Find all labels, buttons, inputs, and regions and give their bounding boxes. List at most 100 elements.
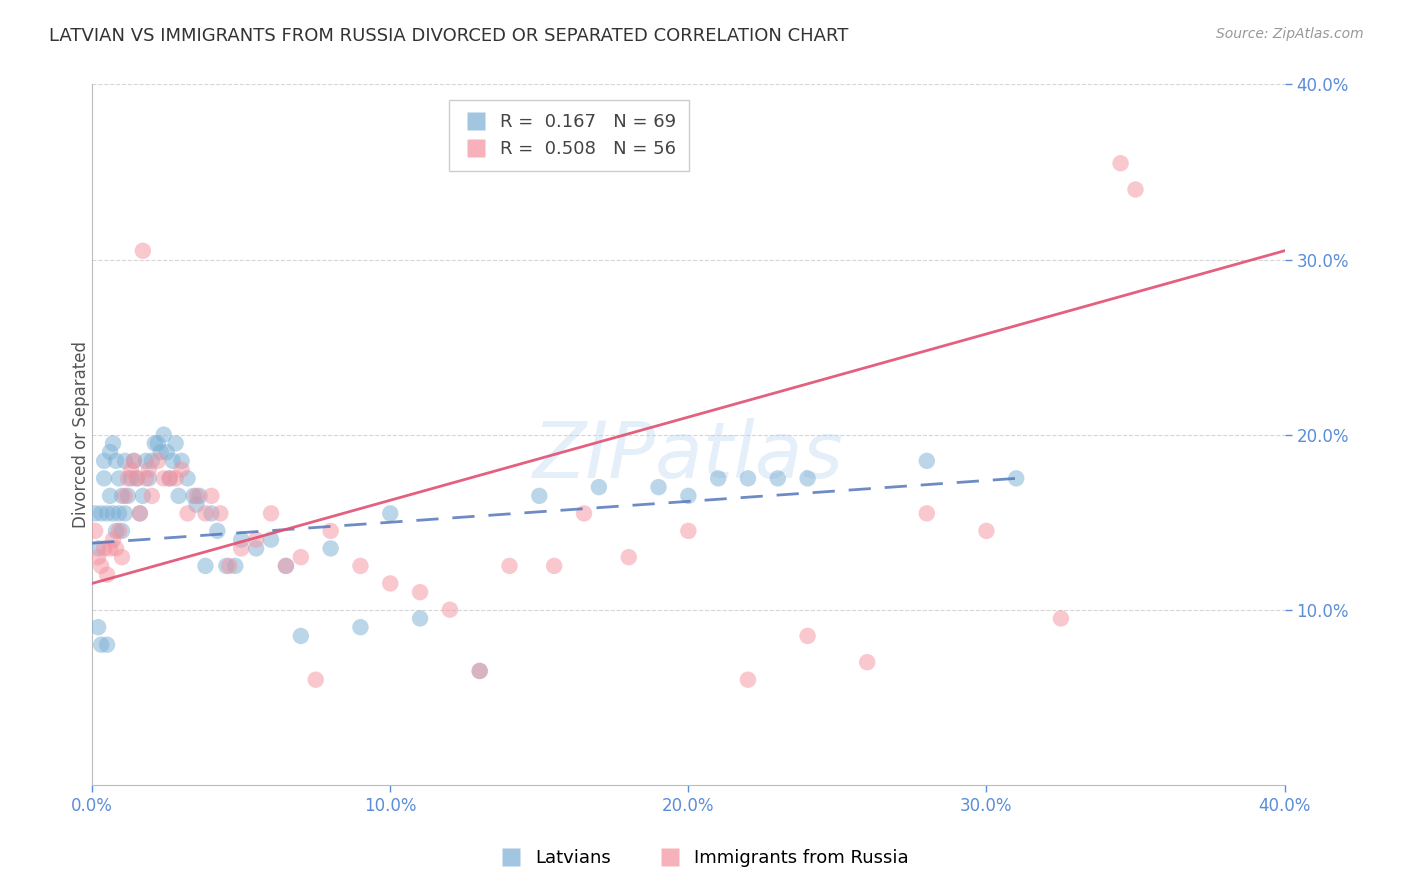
Point [617,550,640,565]
Point [183,489,205,503]
Point [105,524,128,538]
Point [207,524,229,538]
Legend: R =  0.167   N = 69, R =  0.508   N = 56: R = 0.167 N = 69, R = 0.508 N = 56 [450,101,689,170]
Point [122,454,145,468]
Point [290,550,312,565]
Point [224,558,246,573]
Point [766,471,789,485]
Point [90,558,112,573]
Point [1109,156,1132,170]
Point [915,454,938,468]
Point [98,541,121,556]
Point [159,471,181,485]
Point [186,498,208,512]
Legend: Latvians, Immigrants from Russia: Latvians, Immigrants from Russia [491,842,915,874]
Point [231,541,253,556]
Point [468,664,491,678]
Point [84,507,107,521]
Point [128,507,150,521]
Point [96,507,118,521]
Point [498,558,520,573]
Point [156,445,179,459]
Point [111,524,134,538]
Point [101,533,124,547]
Point [188,489,211,503]
Point [117,471,139,485]
Point [305,673,328,687]
Point [87,620,110,634]
Point [108,471,131,485]
Point [93,541,115,556]
Point [274,558,297,573]
Point [209,507,232,521]
Point [149,445,172,459]
Point [138,462,160,476]
Point [319,524,342,538]
Point [143,436,166,450]
Point [111,489,134,503]
Point [141,454,163,468]
Point [1005,471,1028,485]
Point [108,524,131,538]
Point [105,454,128,468]
Point [200,489,222,503]
Point [98,489,121,503]
Point [737,673,759,687]
Point [260,533,283,547]
Point [93,454,115,468]
Point [737,471,759,485]
Point [165,436,187,450]
Point [120,471,142,485]
Point [114,454,136,468]
Point [162,454,184,468]
Point [678,489,700,503]
Point [108,507,131,521]
Point [105,541,128,556]
Point [218,558,240,573]
Point [132,489,155,503]
Point [200,507,222,521]
Point [93,471,115,485]
Point [101,436,124,450]
Point [170,454,193,468]
Point [120,462,142,476]
Point [84,524,107,538]
Point [915,507,938,521]
Point [135,454,157,468]
Text: ZIPatlas: ZIPatlas [533,417,844,493]
Point [101,507,124,521]
Point [114,489,136,503]
Point [90,507,112,521]
Point [380,507,402,521]
Point [125,471,148,485]
Point [186,489,208,503]
Point [231,533,253,547]
Point [380,576,402,591]
Point [796,629,818,643]
Point [976,524,998,538]
Point [152,471,174,485]
Point [409,611,432,625]
Point [678,524,700,538]
Point [146,436,169,450]
Point [87,550,110,565]
Point [319,541,342,556]
Point [290,629,312,643]
Point [260,507,283,521]
Point [796,471,818,485]
Point [1125,182,1147,196]
Point [138,471,160,485]
Point [114,507,136,521]
Point [468,664,491,678]
Point [543,558,565,573]
Point [128,507,150,521]
Point [572,507,595,521]
Text: LATVIAN VS IMMIGRANTS FROM RUSSIA DIVORCED OR SEPARATED CORRELATION CHART: LATVIAN VS IMMIGRANTS FROM RUSSIA DIVORC… [49,27,849,45]
Point [152,427,174,442]
Y-axis label: Divorced or Separated: Divorced or Separated [72,341,90,528]
Point [87,541,110,556]
Point [96,567,118,582]
Point [117,489,139,503]
Point [647,480,669,494]
Point [1050,611,1073,625]
